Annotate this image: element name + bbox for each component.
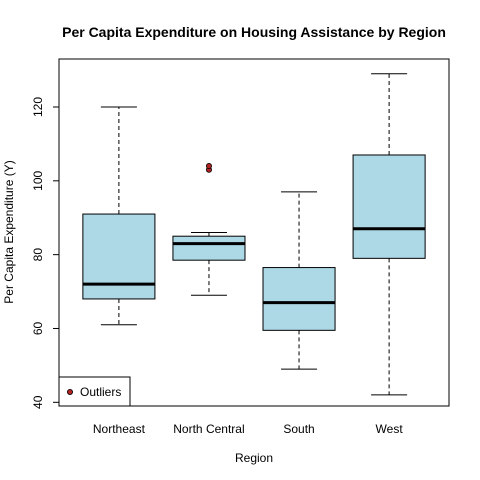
x-tick-label: South	[283, 422, 314, 436]
x-tick-label: Northeast	[93, 422, 146, 436]
legend: Outliers	[58, 376, 131, 407]
box-iqr	[352, 154, 426, 259]
box-west	[352, 73, 426, 396]
y-tick-label: 80	[31, 248, 45, 262]
x-tick-label: North Central	[173, 422, 244, 436]
x-axis-title: Region	[235, 451, 273, 465]
y-tick-label: 60	[31, 321, 45, 335]
y-axis: 40 60 80 100 120	[31, 97, 60, 409]
x-axis: Northeast North Central South West	[93, 422, 403, 436]
y-tick-label: 100	[31, 170, 45, 190]
box-iqr	[172, 235, 246, 261]
box-iqr	[82, 213, 156, 300]
legend-item-outliers: Outliers	[80, 385, 121, 399]
y-tick-label: 120	[31, 97, 45, 117]
box-iqr	[262, 267, 336, 331]
x-tick-label: West	[376, 422, 404, 436]
y-tick-label: 40	[31, 395, 45, 409]
box-south	[262, 191, 336, 370]
outlier-point	[205, 163, 212, 170]
box-northeast	[82, 106, 156, 326]
chart-title: Per Capita Expenditure on Housing Assist…	[62, 24, 446, 40]
legend-outlier-marker	[67, 388, 74, 395]
y-axis-title: Per Capita Expenditure (Y)	[2, 160, 16, 303]
box-north-central	[172, 163, 246, 296]
boxes-layer	[82, 73, 426, 396]
